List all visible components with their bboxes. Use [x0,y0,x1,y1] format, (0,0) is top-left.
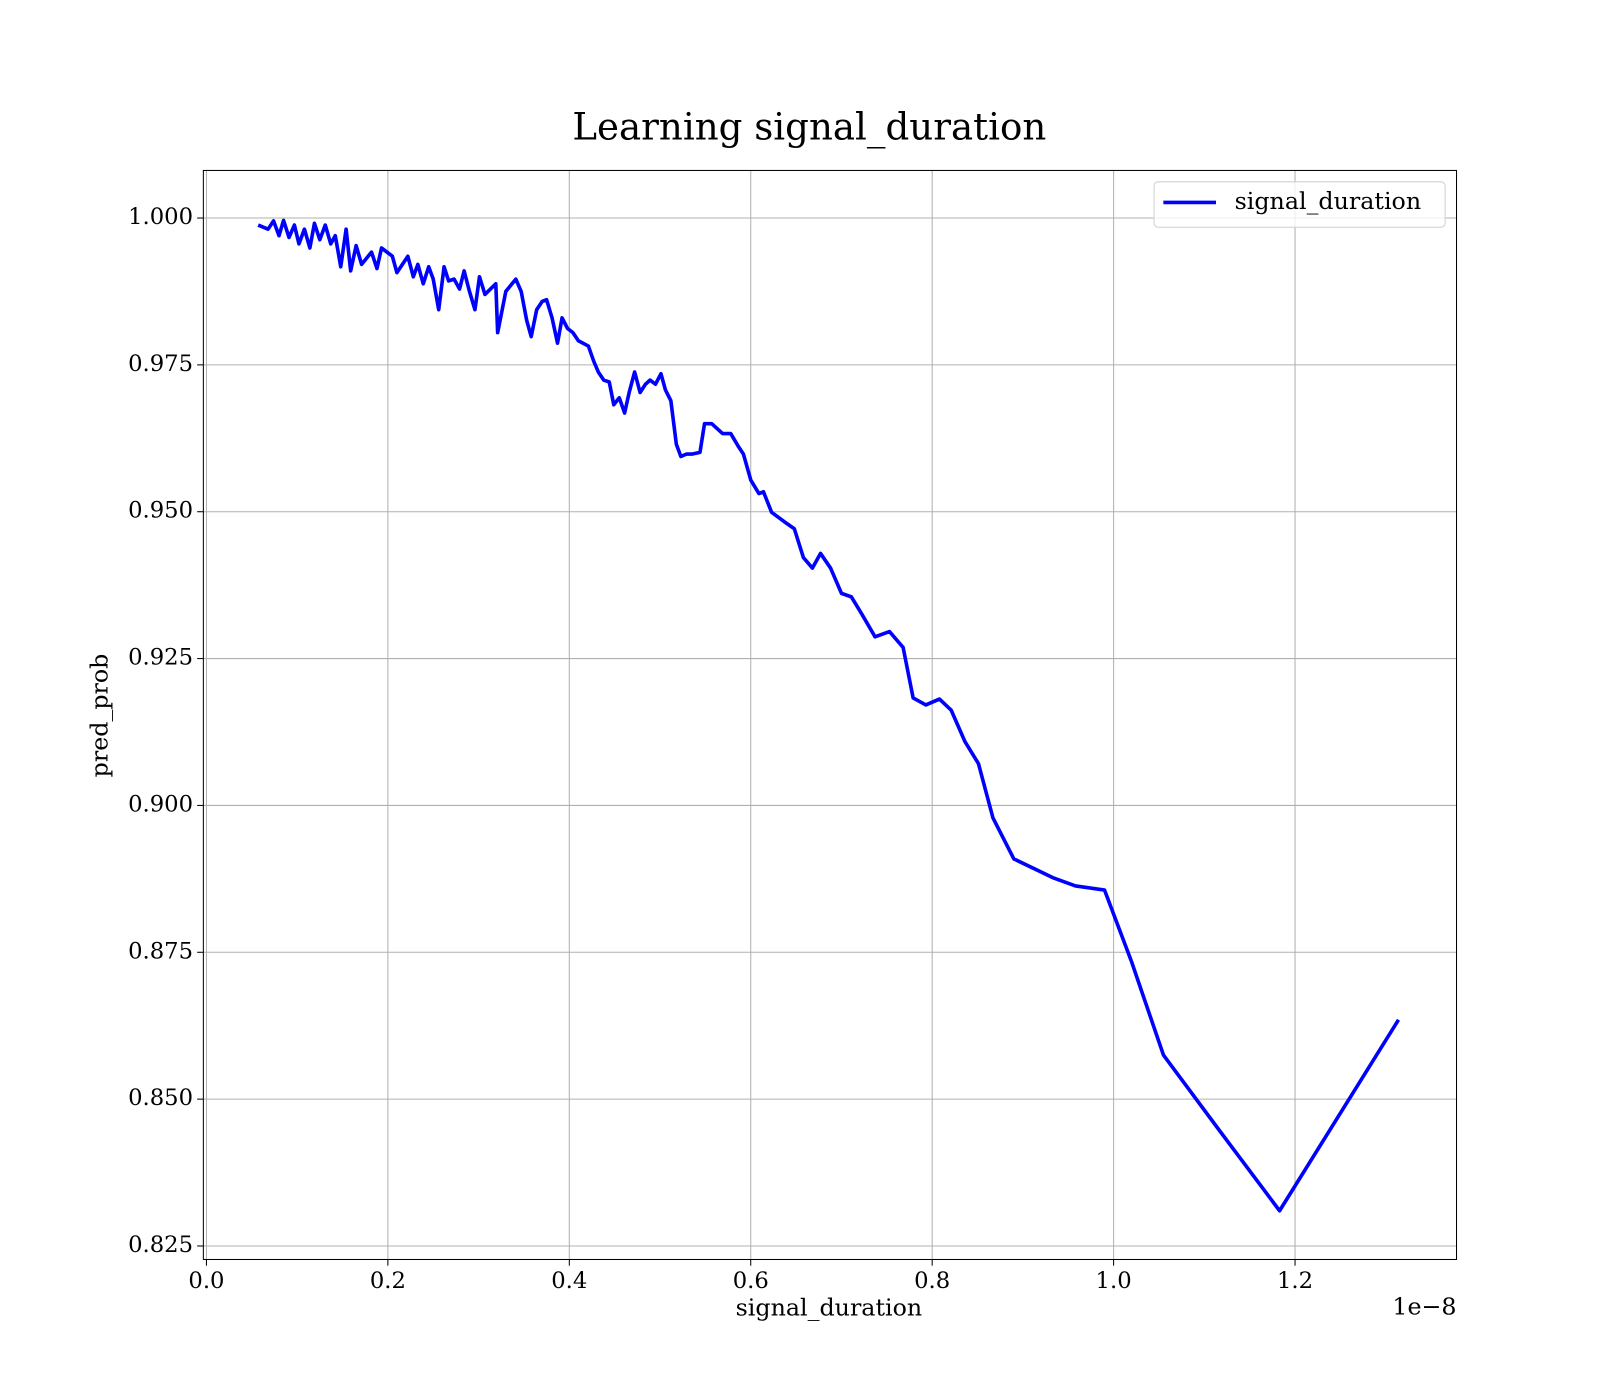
x-tick-label: 0.4 [551,1268,587,1294]
y-tick-label: 0.900 [128,791,193,817]
legend-label: signal_duration [1235,187,1422,215]
axes-frame [202,169,1458,1260]
y-tick-label: 0.850 [128,1085,193,1111]
y-tick-label: 0.875 [128,938,193,964]
legend-box [1153,181,1446,228]
y-tick-label: 0.950 [128,498,193,524]
x-tick-label: 0.8 [914,1268,950,1294]
data-line [257,218,1401,1213]
legend: signal_duration [1153,181,1446,228]
chart-title: Learning signal_duration [572,106,1046,150]
x-axis-label: signal_duration [736,1294,923,1322]
x-tick-label: 1.2 [1277,1268,1313,1294]
plot-area: 0.0 0.2 0.4 0.6 0.8 1.0 1.2 0.825 0.850 0.875 0.90… [128,169,1458,1294]
y-tick-label: 0.925 [128,645,193,671]
x-tick-label: 1.0 [1096,1268,1132,1294]
x-tick-label: 0.6 [733,1268,769,1294]
y-tick-label: 0.825 [128,1232,193,1258]
x-tick-label: 0.2 [370,1268,406,1294]
x-tick-label: 0.0 [188,1268,224,1294]
x-offset-label: 1e−8 [1392,1293,1456,1321]
y-tick-label: 0.975 [128,351,193,377]
y-tick-label: 1.000 [128,204,193,230]
y-axis-label: pred_prob [86,654,114,778]
